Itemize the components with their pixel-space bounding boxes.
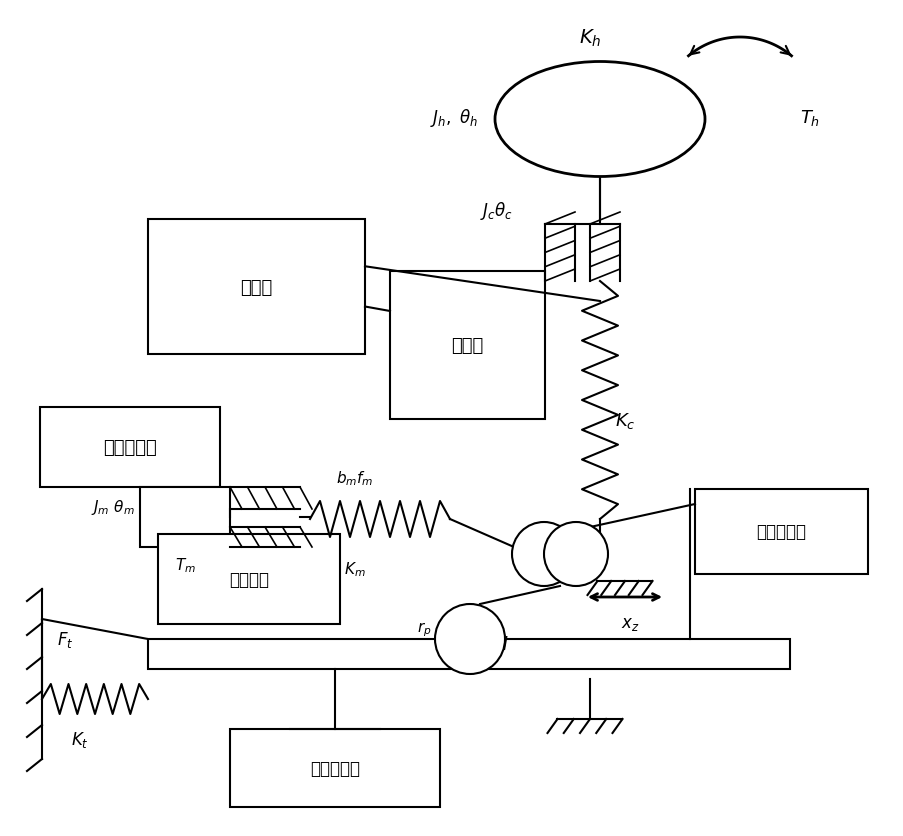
Text: $K_t$: $K_t$ [71,729,88,749]
Text: $J_m\ \theta_m$: $J_m\ \theta_m$ [91,497,135,517]
Text: $K_h$: $K_h$ [578,28,600,49]
Text: $K_m$: $K_m$ [344,559,366,578]
Text: $r_p$: $r_p$ [417,620,432,639]
Circle shape [434,604,505,674]
Text: 方向盘: 方向盘 [240,278,273,296]
Text: $x_z$: $x_z$ [620,614,638,632]
FancyBboxPatch shape [389,272,545,420]
FancyBboxPatch shape [158,534,340,624]
Text: 负载弹簧: 负载弹簧 [228,570,269,589]
Text: $T_m$: $T_m$ [174,555,195,574]
Circle shape [544,522,608,586]
FancyBboxPatch shape [148,220,365,354]
Ellipse shape [495,63,704,177]
Text: $J_h,\ \theta_h$: $J_h,\ \theta_h$ [430,107,478,129]
Text: $T_h$: $T_h$ [799,108,819,128]
Text: $b_m f_m$: $b_m f_m$ [336,469,373,487]
Text: 扭矩传感器: 扭矩传感器 [756,522,805,541]
Circle shape [511,522,575,586]
FancyBboxPatch shape [148,640,789,669]
Text: 转向横拉杆: 转向横拉杆 [310,759,359,777]
Text: $K_c$: $K_c$ [614,410,635,431]
Text: 转向柱: 转向柱 [451,337,483,354]
FancyBboxPatch shape [140,487,229,548]
Text: $i$: $i$ [501,635,508,653]
FancyBboxPatch shape [40,407,219,487]
Text: 增压电动机: 增压电动机 [103,438,157,456]
FancyBboxPatch shape [229,729,440,807]
Text: $F_t$: $F_t$ [57,630,73,650]
FancyBboxPatch shape [694,489,867,574]
Text: $J_c\theta_c$: $J_c\theta_c$ [479,200,512,222]
